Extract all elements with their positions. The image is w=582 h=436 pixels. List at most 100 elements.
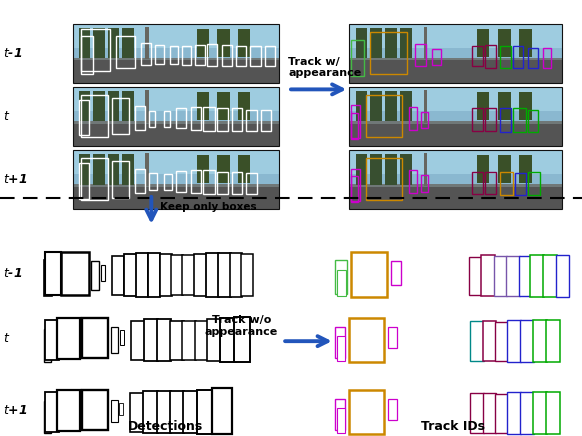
Bar <box>421 175 428 192</box>
Bar <box>81 390 108 430</box>
Bar <box>136 252 148 296</box>
Bar <box>409 170 417 193</box>
Bar <box>79 164 89 199</box>
Bar <box>148 252 161 296</box>
Text: $t$-1: $t$-1 <box>3 267 22 280</box>
Bar <box>79 27 90 58</box>
Bar <box>218 252 231 296</box>
Bar <box>528 172 541 195</box>
Bar <box>485 45 496 68</box>
Bar <box>261 109 271 131</box>
Bar <box>130 393 144 432</box>
Bar <box>349 87 562 111</box>
Bar <box>108 154 119 184</box>
Bar <box>73 184 279 187</box>
Bar <box>112 98 129 134</box>
Bar <box>217 109 228 131</box>
Bar <box>495 394 508 433</box>
Bar <box>366 158 402 201</box>
Bar <box>482 393 496 433</box>
Bar <box>122 91 134 121</box>
Bar <box>131 321 144 360</box>
Bar <box>236 46 246 66</box>
Bar <box>388 399 398 420</box>
Bar <box>145 90 149 123</box>
Bar <box>222 45 232 66</box>
Bar <box>79 100 89 136</box>
Bar <box>44 386 288 436</box>
Bar <box>197 155 209 184</box>
Bar <box>108 27 119 58</box>
Bar <box>370 27 382 58</box>
Bar <box>44 314 288 364</box>
Bar <box>144 319 158 361</box>
Bar <box>337 408 345 433</box>
Bar <box>409 107 417 129</box>
Bar <box>73 24 279 83</box>
Text: Track IDs: Track IDs <box>421 419 484 433</box>
Bar <box>349 24 562 48</box>
Bar <box>111 327 118 353</box>
Bar <box>141 43 151 65</box>
Bar <box>385 91 397 121</box>
Bar <box>79 91 90 121</box>
Bar <box>349 59 562 83</box>
Bar <box>432 49 441 65</box>
Bar <box>507 392 521 434</box>
Bar <box>335 386 570 436</box>
Bar <box>370 32 407 74</box>
Bar <box>145 153 149 186</box>
Bar <box>335 249 570 299</box>
Bar <box>194 44 205 65</box>
Bar <box>79 154 90 184</box>
Text: Detections: Detections <box>128 419 204 433</box>
Bar <box>352 169 360 201</box>
Bar <box>495 255 508 296</box>
Bar <box>336 270 346 296</box>
Bar <box>265 46 275 66</box>
Bar <box>335 259 347 294</box>
Bar <box>183 255 195 295</box>
Bar <box>356 27 367 58</box>
Text: $t$+1: $t$+1 <box>3 405 27 417</box>
Bar <box>515 173 526 195</box>
Bar <box>124 253 137 296</box>
Bar <box>197 390 214 434</box>
Bar <box>349 123 562 146</box>
Bar <box>45 320 59 360</box>
Bar <box>217 172 228 194</box>
Bar <box>352 106 360 138</box>
Bar <box>112 161 129 198</box>
Bar <box>349 24 562 83</box>
Bar <box>81 158 108 201</box>
Bar <box>500 172 513 195</box>
Bar <box>349 87 562 124</box>
Bar <box>470 393 484 433</box>
Bar <box>349 186 562 209</box>
Bar <box>500 109 510 132</box>
Bar <box>73 24 279 83</box>
Bar <box>481 255 495 296</box>
Bar <box>73 87 279 146</box>
Bar <box>485 172 496 194</box>
Bar <box>81 36 93 74</box>
Bar <box>530 255 544 296</box>
Bar <box>44 249 288 299</box>
Bar <box>73 121 279 124</box>
Bar <box>528 109 538 132</box>
Bar <box>356 154 367 184</box>
Bar <box>176 171 186 192</box>
Bar <box>190 107 201 129</box>
Bar <box>385 154 397 184</box>
Text: $t$+1: $t$+1 <box>3 174 27 186</box>
Bar <box>183 321 196 360</box>
Bar <box>217 29 230 57</box>
Bar <box>73 186 279 209</box>
Bar <box>93 27 105 58</box>
Bar <box>45 252 61 295</box>
Bar <box>421 112 428 128</box>
Bar <box>352 176 358 202</box>
Bar <box>45 392 59 432</box>
Bar <box>543 255 557 296</box>
Bar <box>234 317 250 362</box>
